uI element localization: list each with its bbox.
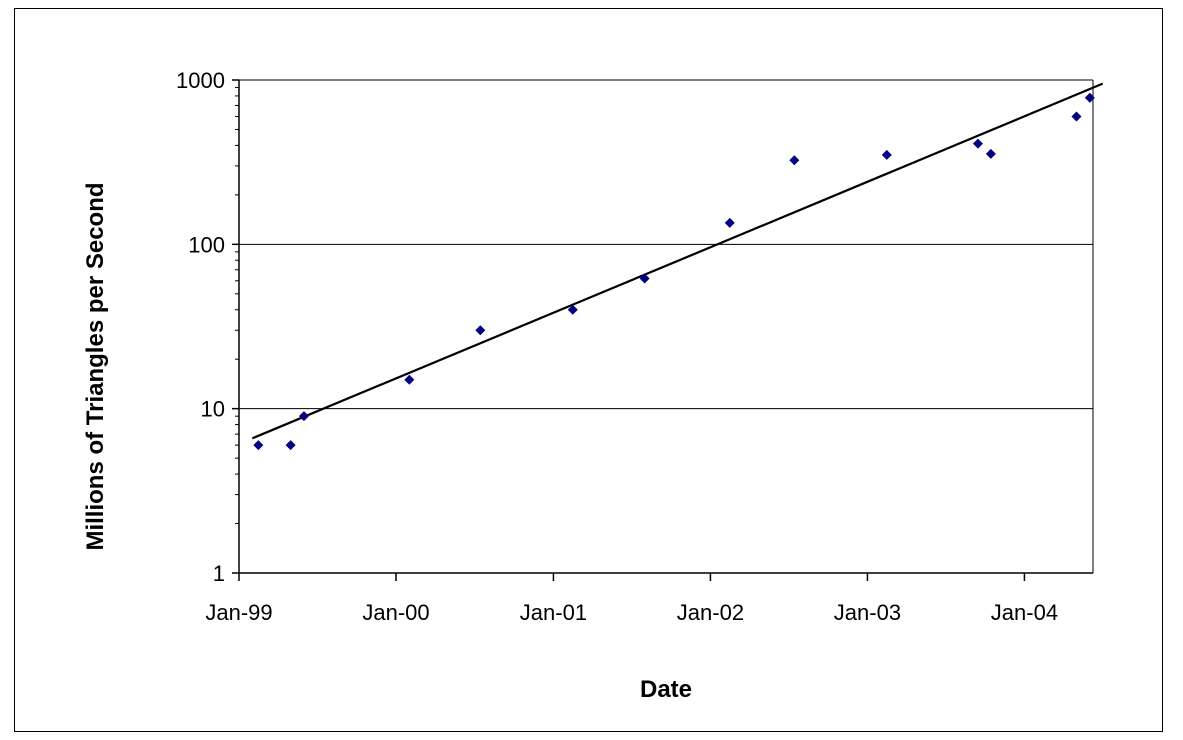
x-tick-label: Jan-01	[520, 600, 587, 625]
x-tick-label: Jan-02	[677, 600, 744, 625]
y-axis-ticks: 1 10 100 1000	[176, 68, 239, 586]
data-point	[285, 440, 296, 451]
trendline-group	[251, 82, 1104, 440]
data-point	[567, 304, 578, 315]
y-tick-label: 1000	[176, 68, 225, 93]
data-point	[972, 138, 983, 149]
data-point	[1071, 111, 1082, 122]
trendline	[251, 82, 1104, 440]
data-point	[881, 149, 892, 160]
y-tick-label: 1	[213, 561, 225, 586]
y-tick-label: 100	[188, 232, 225, 257]
x-axis-title: Date	[640, 676, 692, 703]
x-tick-label: Jan-99	[205, 600, 272, 625]
data-point	[298, 411, 309, 422]
x-tick-label: Jan-00	[362, 600, 429, 625]
chart-frame	[14, 8, 1163, 732]
data-point	[724, 217, 735, 228]
data-point	[404, 374, 415, 385]
data-point	[475, 325, 486, 336]
y-tick-label: 10	[201, 397, 225, 422]
data-point	[789, 155, 800, 166]
x-axis-ticks: Jan-99 Jan-00 Jan-01 Jan-02 Jan-03 Jan-04	[205, 573, 1058, 625]
x-tick-label: Jan-04	[991, 600, 1058, 625]
data-point	[253, 440, 264, 451]
data-point	[639, 273, 650, 284]
x-tick-label: Jan-03	[834, 600, 901, 625]
data-point	[985, 148, 996, 159]
data-point	[1084, 92, 1095, 103]
gridlines	[239, 79, 1093, 410]
data-points	[253, 92, 1095, 451]
y-axis-title: Millions of Triangles per Second	[82, 182, 109, 550]
